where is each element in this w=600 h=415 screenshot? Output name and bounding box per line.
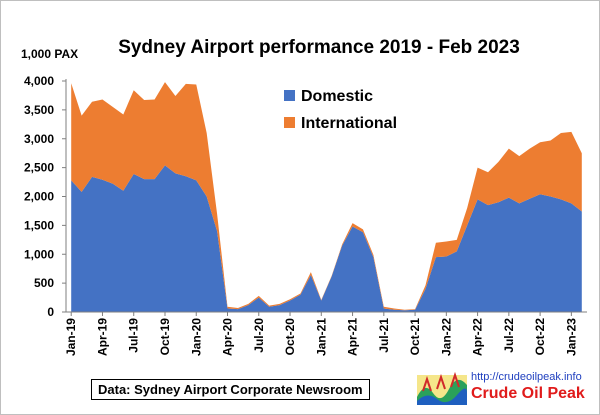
y-axis-unit-label: 1,000 PAX — [21, 47, 78, 61]
x-tick-label: Oct-21 — [408, 318, 422, 356]
x-axis-ticks: Jan-19 Apr-19 Jul-19 Oct-19 Jan-20 Apr-20 Jul-… — [64, 318, 578, 356]
x-tick-label: Jul-22 — [502, 318, 516, 353]
x-tick-label: Jul-19 — [127, 318, 141, 353]
y-tick-label: 2,500 — [24, 161, 54, 175]
x-tick-label: Oct-19 — [158, 318, 172, 356]
logo-url: http://crudeoilpeak.info — [471, 371, 582, 383]
chart-title: Sydney Airport performance 2019 - Feb 20… — [118, 37, 520, 58]
legend-label-domestic: Domestic — [301, 88, 373, 105]
axes — [62, 79, 587, 316]
x-tick-label: Oct-22 — [533, 318, 547, 356]
source-note: Data: Sydney Airport Corporate Newsroom — [91, 379, 370, 400]
y-tick-label: 0 — [47, 305, 54, 319]
x-tick-label: Jan-21 — [314, 318, 328, 356]
legend-swatch-international — [284, 117, 295, 128]
y-tick-label: 3,500 — [24, 103, 54, 117]
x-tick-label: Jan-23 — [564, 318, 578, 356]
x-tick-label: Apr-22 — [471, 318, 485, 356]
area-series-domestic — [71, 165, 582, 312]
logo-name: Crude Oil Peak — [471, 385, 585, 402]
y-tick-label: 500 — [34, 276, 54, 290]
y-tick-label: 1,000 — [24, 247, 54, 261]
y-tick-label: 3,000 — [24, 132, 54, 146]
x-tick-label: Oct-20 — [283, 318, 297, 356]
x-tick-label: Apr-21 — [346, 318, 360, 356]
oil-wave-logo-icon — [417, 371, 467, 405]
x-tick-label: Jul-21 — [377, 318, 391, 353]
y-tick-label: 4,000 — [24, 74, 54, 88]
legend: Domestic International — [284, 88, 397, 132]
crude-oil-peak-logo: http://crudeoilpeak.info Crude Oil Peak — [415, 369, 591, 409]
x-tick-label: Jan-19 — [64, 318, 78, 356]
x-tick-label: Jul-20 — [252, 318, 266, 353]
area-series-international — [71, 82, 582, 311]
x-tick-label: Apr-19 — [95, 318, 109, 356]
legend-swatch-domestic — [284, 90, 295, 101]
x-tick-label: Jan-20 — [189, 318, 203, 356]
x-tick-label: Jan-22 — [439, 318, 453, 356]
legend-label-international: International — [301, 115, 397, 132]
y-tick-label: 2,000 — [24, 190, 54, 204]
plot-area — [71, 82, 582, 312]
y-tick-label: 1,500 — [24, 218, 54, 232]
y-axis-ticks: 0 500 1,000 1,500 2,000 2,500 3,000 3,500 4,000 — [24, 74, 54, 319]
x-tick-label: Apr-20 — [221, 318, 235, 356]
